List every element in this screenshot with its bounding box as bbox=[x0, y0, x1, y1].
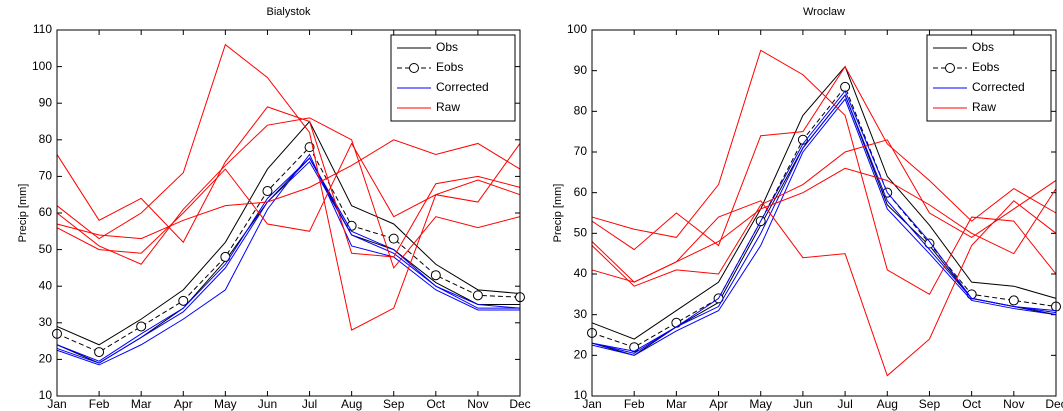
y-tick-label: 40 bbox=[39, 278, 53, 292]
y-axis-label: Precip [mm] bbox=[17, 184, 29, 243]
y-tick-label: 80 bbox=[574, 104, 588, 118]
x-tick-label: Mar bbox=[666, 397, 687, 411]
x-tick-label: Aug bbox=[877, 397, 898, 411]
y-tick-label: 90 bbox=[39, 95, 53, 109]
y-tick-label: 30 bbox=[574, 307, 588, 321]
data-point bbox=[178, 295, 189, 306]
legend-marker bbox=[945, 63, 955, 73]
y-tick-label: 50 bbox=[39, 242, 53, 256]
y-tick-label: 10 bbox=[574, 388, 588, 402]
legend-box bbox=[390, 34, 516, 122]
legend-label: Obs bbox=[436, 40, 458, 54]
data-point bbox=[94, 347, 105, 358]
chart-title: Wroclaw bbox=[803, 6, 845, 18]
axes-frame bbox=[591, 29, 1057, 397]
y-tick-label: 70 bbox=[39, 169, 53, 183]
series-line bbox=[56, 146, 521, 353]
y-tick-label: 40 bbox=[574, 266, 588, 280]
x-tick-label: Sep bbox=[383, 397, 405, 411]
series-line bbox=[591, 85, 1057, 348]
series-line bbox=[56, 142, 521, 254]
series-line bbox=[56, 120, 521, 346]
x-tick-label: Jul bbox=[302, 397, 317, 411]
series-line bbox=[591, 65, 1057, 340]
x-tick-label: May bbox=[749, 397, 772, 411]
y-tick-label: 50 bbox=[574, 226, 588, 240]
data-point bbox=[388, 233, 399, 244]
axes-frame bbox=[56, 29, 521, 397]
series-line bbox=[56, 157, 521, 362]
y-axis-label: Precip [mm] bbox=[552, 184, 564, 243]
series-line bbox=[56, 106, 521, 258]
x-tick-label: Feb bbox=[89, 397, 110, 411]
y-tick-label: 70 bbox=[574, 144, 588, 158]
x-tick-label: Dec bbox=[1045, 397, 1063, 411]
series-line bbox=[591, 90, 1057, 352]
x-tick-label: Dec bbox=[509, 397, 530, 411]
x-tick-label: Jan bbox=[582, 397, 601, 411]
y-tick-label: 80 bbox=[39, 132, 53, 146]
data-point bbox=[671, 317, 682, 328]
data-point bbox=[924, 238, 935, 249]
legend-label: Raw bbox=[436, 100, 460, 114]
x-tick-label: Nov bbox=[467, 397, 488, 411]
x-tick-label: Jan bbox=[47, 397, 66, 411]
data-point bbox=[430, 270, 441, 281]
series-line bbox=[56, 153, 520, 366]
x-tick-label: Mar bbox=[131, 397, 152, 411]
legend-marker bbox=[409, 63, 419, 73]
x-tick-label: Aug bbox=[341, 397, 362, 411]
y-tick-label: 110 bbox=[33, 22, 52, 36]
series-line bbox=[591, 98, 1057, 356]
series-line bbox=[56, 117, 521, 269]
series-line bbox=[56, 43, 521, 331]
series-line bbox=[591, 65, 1057, 251]
y-tick-label: 100 bbox=[32, 59, 52, 73]
y-tick-label: 30 bbox=[39, 315, 53, 329]
x-tick-label: Apr bbox=[709, 397, 728, 411]
data-point bbox=[262, 186, 273, 197]
x-tick-label: Apr bbox=[174, 397, 193, 411]
series-line bbox=[591, 167, 1057, 283]
x-tick-label: May bbox=[214, 397, 237, 411]
legend-label: Raw bbox=[972, 100, 996, 114]
chart-title: Bialystok bbox=[266, 6, 311, 18]
y-tick-label: 100 bbox=[567, 22, 587, 36]
y-tick-label: 20 bbox=[39, 352, 53, 366]
y-tick-label: 90 bbox=[574, 63, 588, 77]
x-tick-label: Jul bbox=[837, 397, 852, 411]
data-point bbox=[472, 290, 483, 301]
y-tick-label: 20 bbox=[574, 348, 588, 362]
x-tick-label: Nov bbox=[1003, 397, 1024, 411]
y-tick-label: 60 bbox=[39, 205, 53, 219]
x-tick-label: Jun bbox=[793, 397, 812, 411]
legend-label: Corrected bbox=[972, 80, 1025, 94]
series-line bbox=[591, 139, 1057, 287]
x-tick-label: Feb bbox=[624, 397, 645, 411]
data-point bbox=[136, 321, 147, 332]
data-point bbox=[840, 81, 851, 92]
legend-label: Eobs bbox=[972, 60, 999, 74]
series-line bbox=[591, 49, 1057, 296]
legend-label: Corrected bbox=[436, 80, 489, 94]
legend-label: Obs bbox=[972, 40, 994, 54]
data-point bbox=[1008, 295, 1019, 306]
series-line bbox=[56, 139, 521, 240]
x-tick-label: Oct bbox=[962, 397, 981, 411]
x-tick-label: Jun bbox=[258, 397, 277, 411]
y-tick-label: 10 bbox=[39, 388, 53, 402]
legend-label: Eobs bbox=[436, 60, 463, 74]
x-tick-label: Sep bbox=[919, 397, 941, 411]
x-tick-label: Oct bbox=[426, 397, 445, 411]
y-tick-label: 60 bbox=[574, 185, 588, 199]
legend-box bbox=[926, 34, 1052, 122]
